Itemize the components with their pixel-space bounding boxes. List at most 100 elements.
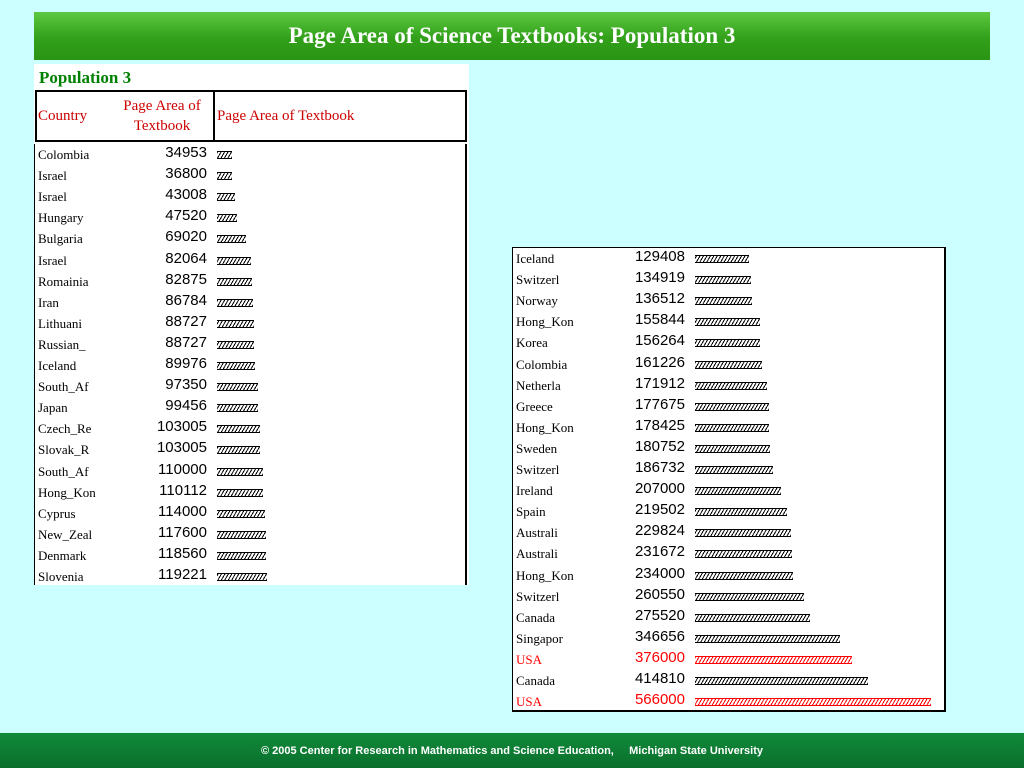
country-cell: Netherla <box>516 377 561 393</box>
page-area-cell: 47520 <box>165 207 207 225</box>
country-cell: Switzerl <box>516 462 560 477</box>
bar-mark <box>217 214 237 223</box>
bar-mark <box>695 360 763 369</box>
bar-mark <box>217 298 254 307</box>
page-area-cell: 82875 <box>165 270 207 288</box>
page-area-cell: 231672 <box>634 543 685 561</box>
table-row: Romainia 82875 <box>35 271 465 292</box>
country-cell: Hong_Kon <box>516 567 574 583</box>
bar-mark <box>695 613 810 622</box>
country-cell: South_Af <box>38 463 89 479</box>
table-row: Greece 177675 <box>513 396 944 417</box>
table-row: Slovenia 119221 <box>35 566 465 587</box>
page-area-cell: 260550 <box>634 585 685 603</box>
bar-mark <box>695 276 752 285</box>
table-caption: Population 3 <box>39 68 132 87</box>
table-header: Country Page Area of Textbook Page Area … <box>35 90 467 142</box>
country-cell: Switzerl <box>516 272 560 288</box>
table-row: Australi 231672 <box>513 543 944 564</box>
page-area-cell: 114000 <box>158 502 207 520</box>
table-row: Slovak_R 103005 <box>35 439 465 460</box>
bar-mark <box>217 530 267 539</box>
country-cell: Switzerl <box>516 588 560 604</box>
table-row: Czech_Re 103005 <box>35 418 465 439</box>
page-area-cell: 155844 <box>634 311 685 329</box>
page-area-cell: 119221 <box>158 566 207 583</box>
country-cell: Hong_Kon <box>516 419 574 435</box>
page-area-cell: 86784 <box>165 291 207 309</box>
bar-mark <box>217 425 260 434</box>
page-area-cell: 180752 <box>634 437 685 455</box>
country-cell: Canada <box>516 673 555 688</box>
page-area-cell: 136512 <box>634 290 685 308</box>
bar-mark <box>217 446 260 455</box>
page-area-cell: 110000 <box>158 460 207 478</box>
header-country: Country <box>38 108 88 124</box>
page-area-cell: 219502 <box>634 501 685 519</box>
header-bar: Page Area of Textbook <box>213 92 397 140</box>
bar-mark <box>695 677 868 685</box>
table-row: Netherla 171912 <box>513 375 944 396</box>
table-row: Canada 275520 <box>513 607 944 628</box>
country-cell: Cyprus <box>38 505 76 521</box>
table-row: Hong_Kon 234000 <box>513 565 944 586</box>
table-left-panel: Population 3 Country Page Area of Textbo… <box>34 64 469 585</box>
table-row: New_Zeal 117600 <box>35 524 465 545</box>
country-cell: Norway <box>516 293 558 309</box>
page-area-cell: 207000 <box>634 480 685 498</box>
page-area-cell: 275520 <box>634 606 685 624</box>
bar-mark <box>695 529 791 538</box>
page-area-cell: 177675 <box>634 395 685 413</box>
page-area-cell: 566000 <box>634 691 685 709</box>
table-row: South_Af 110000 <box>35 461 465 482</box>
country-cell: Australi <box>516 525 558 541</box>
table-row: Colombia 161226 <box>513 354 944 375</box>
page-area-cell: 346656 <box>634 627 685 645</box>
table-row: USA 376000 <box>513 649 944 670</box>
table-row: Hungary 47520 <box>35 207 465 228</box>
table-row: Ireland 207000 <box>513 480 944 501</box>
country-cell: Singapor <box>516 630 563 646</box>
bar-mark <box>695 592 804 601</box>
bar-mark <box>695 571 793 580</box>
page-area-cell: 88727 <box>165 333 207 351</box>
page-area-cell: 43008 <box>165 186 207 204</box>
table-row: Spain 219502 <box>513 501 944 522</box>
bar-mark <box>695 550 792 559</box>
country-cell: Iceland <box>516 251 555 266</box>
country-cell: Greece <box>516 398 553 414</box>
country-cell: Hungary <box>38 210 84 226</box>
table-row: USA 566000 <box>513 691 944 712</box>
country-cell: Korea <box>516 335 548 351</box>
bar-mark <box>695 297 752 306</box>
slide-title: Page Area of Science Textbooks: Populati… <box>34 12 990 60</box>
country-cell: Iran <box>38 294 59 310</box>
bar-mark <box>695 487 782 496</box>
bar-mark <box>695 255 749 263</box>
page-area-cell: 89976 <box>165 355 207 372</box>
bar-mark <box>217 235 246 244</box>
table-row: Bulgaria 69020 <box>35 228 465 249</box>
bar-mark <box>217 319 254 328</box>
bar-mark <box>217 277 252 286</box>
table-row: Switzerl 134919 <box>513 269 944 290</box>
bar-mark <box>217 404 259 413</box>
country-cell: USA <box>516 694 543 710</box>
country-cell: Romainia <box>38 273 89 289</box>
table-row: Lithuani 88727 <box>35 313 465 334</box>
country-cell: Lithuani <box>38 315 83 331</box>
bar-mark <box>217 467 263 476</box>
page-area-cell: 156264 <box>634 332 685 350</box>
bar-mark <box>695 634 840 643</box>
country-cell: Colombia <box>516 356 568 372</box>
country-cell: Australi <box>516 546 558 562</box>
footer: © 2005 Center for Research in Mathematic… <box>0 733 1024 768</box>
page-area-cell: 134919 <box>634 269 685 287</box>
bar-mark <box>217 340 254 349</box>
bar-mark <box>695 655 852 664</box>
table-row: South_Af 97350 <box>35 376 465 397</box>
page-area-cell: 110112 <box>159 481 207 499</box>
page-area-cell: 186732 <box>634 459 685 476</box>
country-cell: Spain <box>516 504 546 520</box>
header-page-area: Page Area of Textbook <box>123 98 201 134</box>
